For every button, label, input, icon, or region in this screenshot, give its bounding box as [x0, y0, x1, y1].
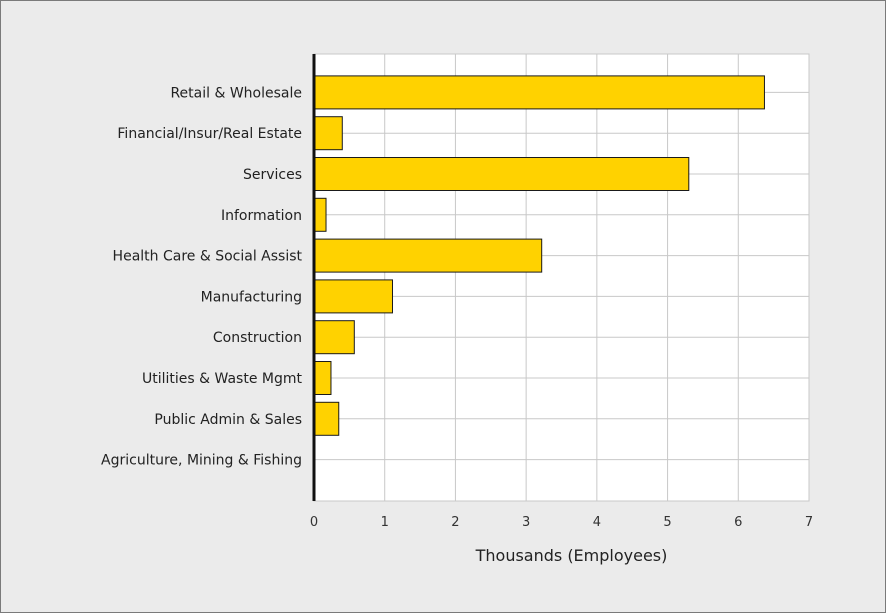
- category-label: Financial/Insur/Real Estate: [117, 126, 302, 142]
- x-tick-label: 3: [522, 515, 530, 530]
- category-labels: Retail & Wholesale Financial/Insur/Real E…: [101, 85, 302, 468]
- category-label: Utilities & Waste Mgmt: [142, 371, 302, 387]
- x-tick-label: 6: [734, 515, 742, 530]
- x-tick-label: 2: [451, 515, 459, 530]
- bar: [313, 75, 765, 110]
- category-label: Health Care & Social Assist: [113, 249, 303, 265]
- bar: [313, 320, 355, 355]
- x-tick-label: 4: [593, 515, 601, 530]
- plot-area: [313, 53, 810, 502]
- category-label: Retail & Wholesale: [170, 85, 302, 101]
- x-tick-label: 0: [310, 515, 318, 530]
- category-label: Agriculture, Mining & Fishing: [101, 453, 302, 469]
- x-axis-title: Thousands (Employees): [475, 546, 668, 565]
- category-label: Manufacturing: [201, 289, 302, 305]
- bar: [313, 279, 393, 314]
- x-tick-label: 5: [663, 515, 671, 530]
- category-label: Information: [221, 208, 302, 224]
- bars-group: [313, 75, 765, 436]
- bar: [313, 197, 327, 232]
- bar: [313, 157, 690, 191]
- bar: [313, 238, 543, 273]
- bar: [313, 401, 340, 436]
- bar: [313, 361, 332, 395]
- bar: [313, 116, 343, 151]
- x-tick-label: 1: [381, 515, 389, 530]
- category-label: Public Admin & Sales: [154, 412, 302, 428]
- category-label: Services: [243, 167, 302, 183]
- category-label: Construction: [213, 330, 302, 346]
- x-tick-labels: 0 1 2 3 4 5 6 7: [310, 515, 813, 530]
- x-tick-label: 7: [805, 515, 813, 530]
